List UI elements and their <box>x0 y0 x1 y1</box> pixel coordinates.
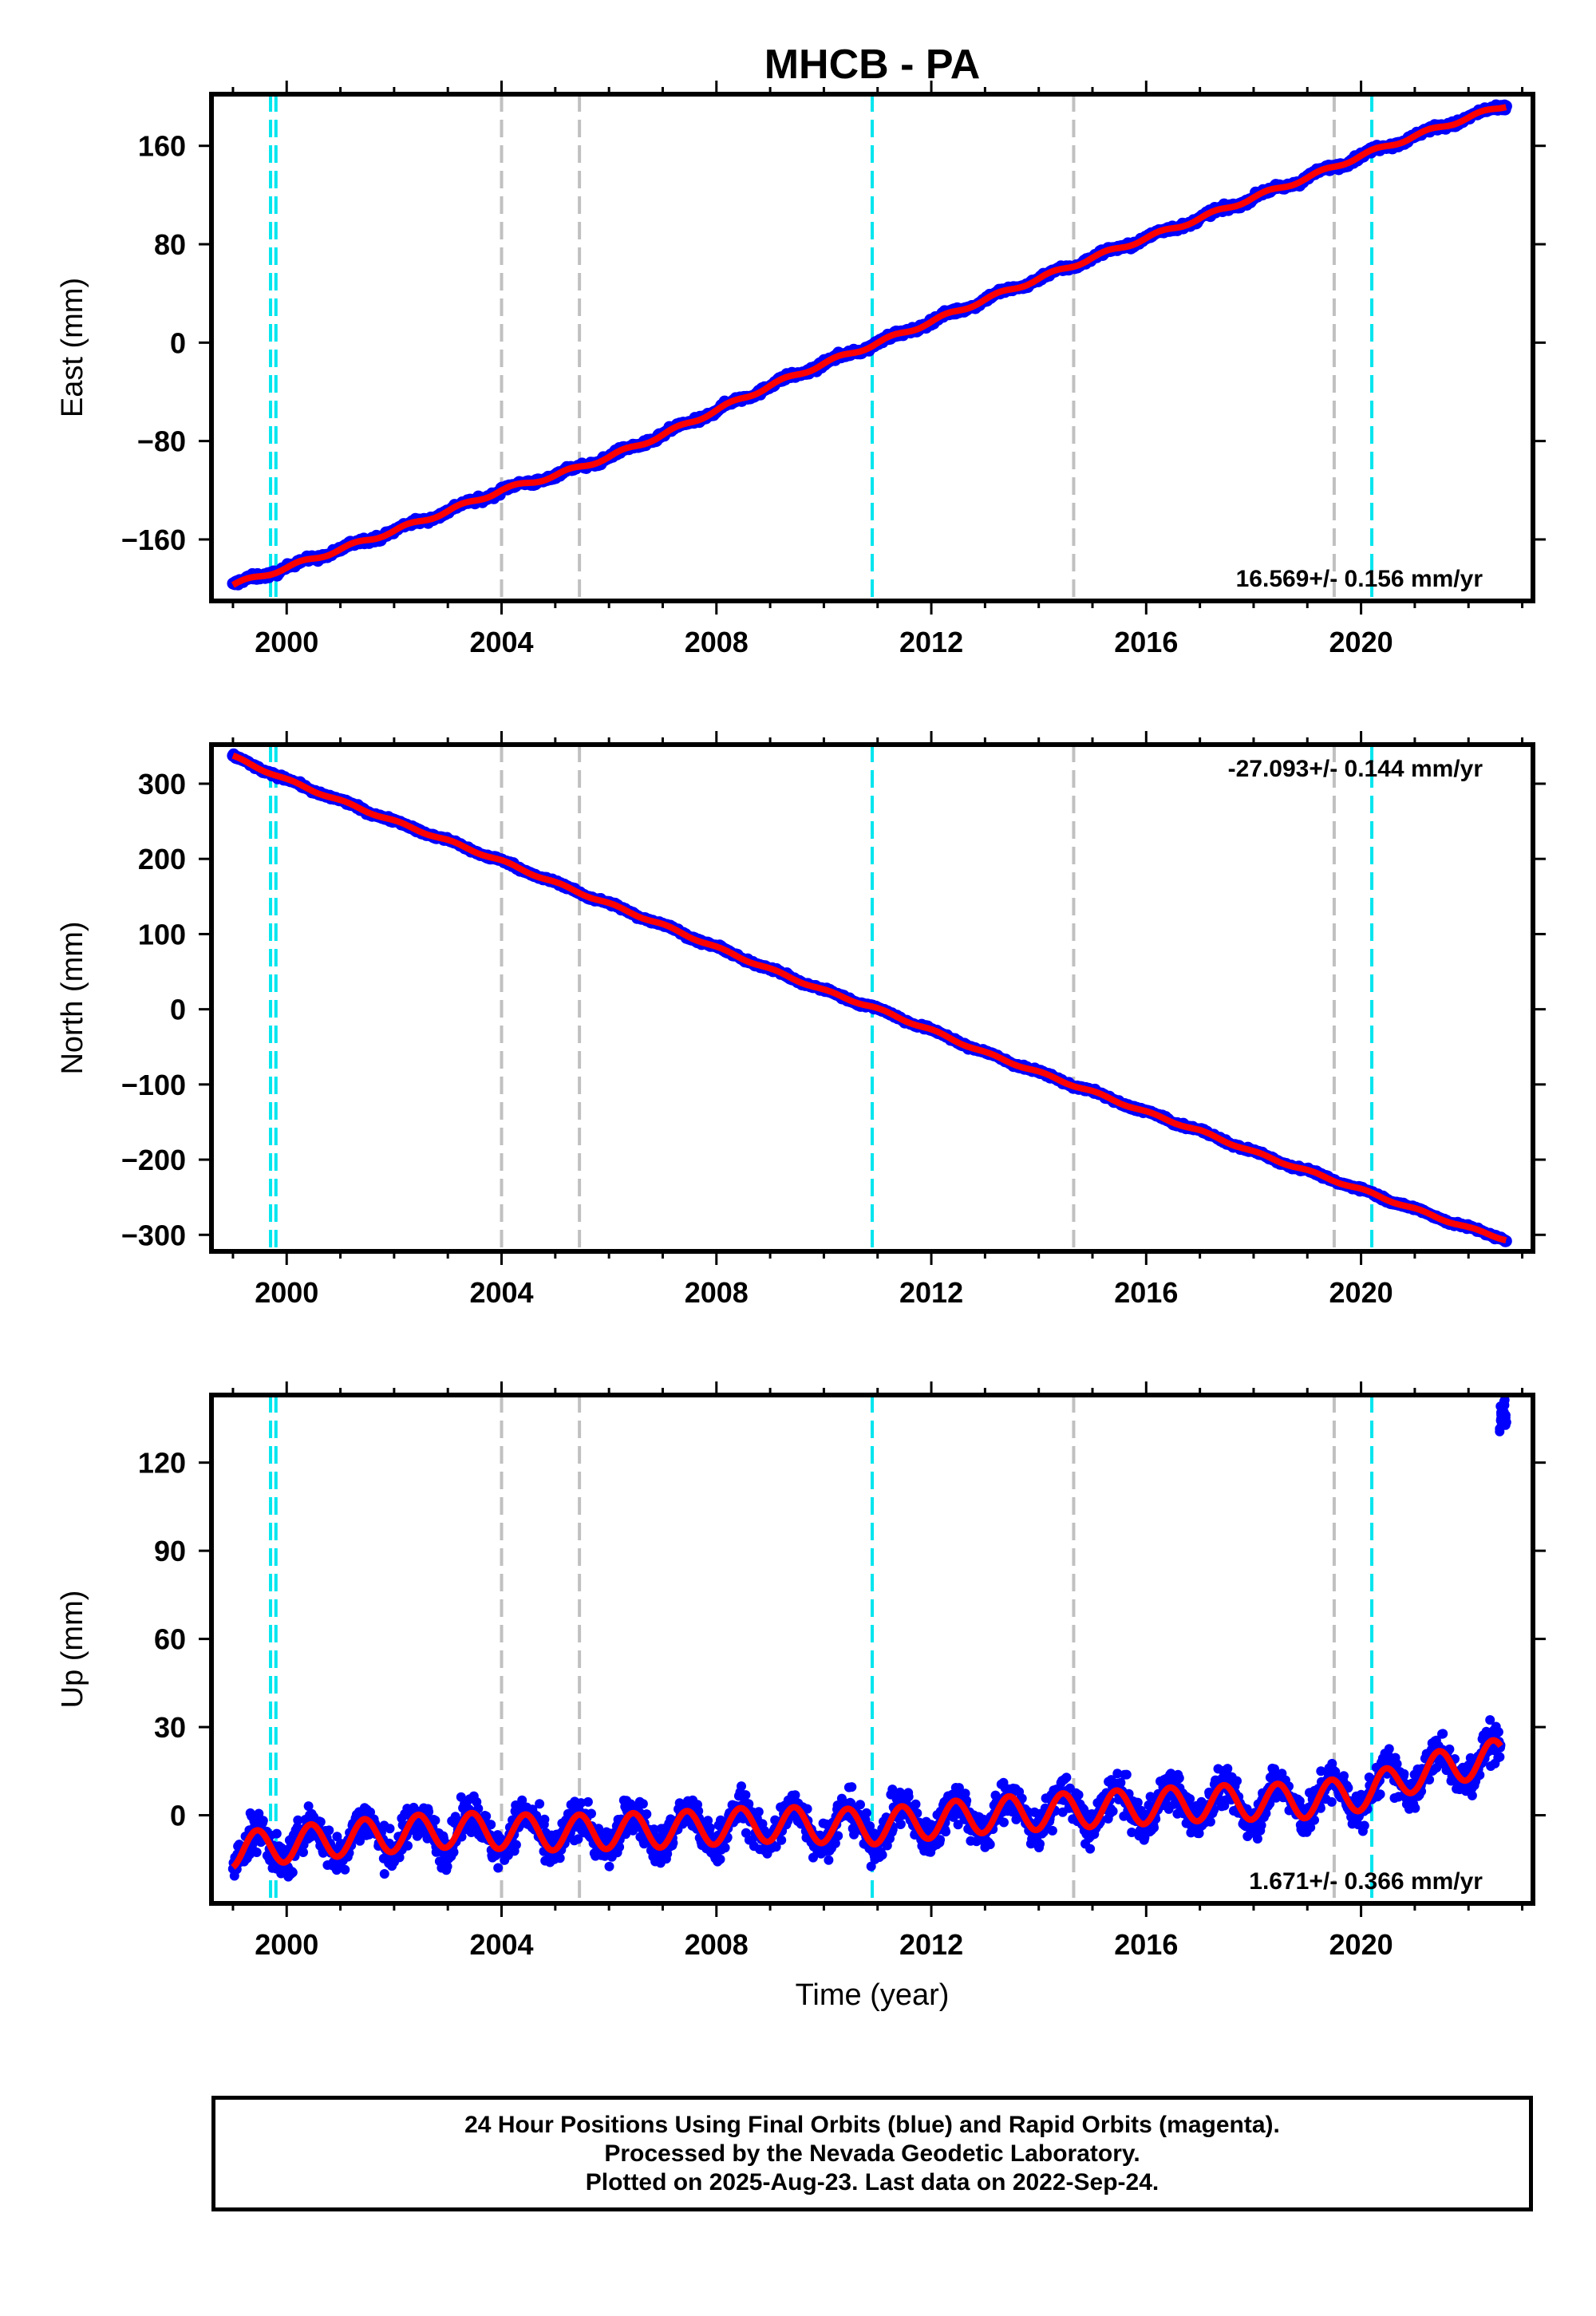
up-data-point <box>855 1800 865 1810</box>
east-y-tick-label: 0 <box>170 326 186 359</box>
up-data-point <box>1061 1773 1072 1783</box>
up-data-point <box>638 1799 648 1809</box>
east-model-line <box>231 104 1508 588</box>
up-data-point <box>258 1816 268 1826</box>
east-x-tick-label: 2012 <box>899 626 963 658</box>
up-data-point <box>1174 1773 1184 1783</box>
north-y-tick-label: −200 <box>121 1144 186 1176</box>
up-data-point <box>776 1835 787 1845</box>
up-data-point <box>271 1828 282 1839</box>
east-panel: 2000 2004 2008 2012 2016 2020 160 80 0 −80 −160 Eas… <box>56 81 1546 658</box>
north-y-tick-label: 100 <box>138 918 186 951</box>
chart-title: MHCB - PA <box>764 41 981 88</box>
up-data-point <box>985 1840 995 1850</box>
up-data-point <box>403 1840 413 1851</box>
up-observations <box>227 1395 1511 1882</box>
up-data-point <box>251 1848 262 1857</box>
north-y-tick-label: 200 <box>138 843 186 875</box>
up-data-point <box>895 1819 906 1829</box>
up-data-point <box>298 1848 308 1857</box>
up-data-point <box>861 1808 871 1818</box>
east-y-tick-label: 80 <box>154 228 186 261</box>
up-data-point <box>535 1799 545 1809</box>
up-data-point <box>847 1782 857 1792</box>
time-series-figure: MHCB - PA Time (year) 2000 2004 2008 2012 20… <box>56 41 1546 2012</box>
east-x-tick-label: 2008 <box>685 626 749 658</box>
up-data-point <box>1047 1825 1057 1836</box>
up-data-point <box>604 1861 614 1871</box>
north-y-tick-label: 300 <box>138 768 186 800</box>
up-data-point <box>287 1867 298 1878</box>
up-data-point <box>903 1792 914 1802</box>
up-data-point <box>824 1855 834 1865</box>
up-data-point <box>911 1799 921 1809</box>
up-data-point <box>1073 1790 1084 1800</box>
up-data-point <box>705 1823 715 1833</box>
north-frame <box>209 742 1535 1254</box>
up-data-point <box>385 1824 395 1834</box>
north-y-tick-label: −100 <box>121 1069 186 1101</box>
up-data-point <box>555 1853 565 1863</box>
east-plot-area <box>227 94 1512 601</box>
north-rate-label: -27.093+/- 0.144 mm/yr <box>1228 756 1483 782</box>
north-model-line <box>231 753 1508 1243</box>
up-data-point <box>303 1801 314 1812</box>
up-data-point <box>315 1816 326 1827</box>
up-data-point <box>355 1836 365 1846</box>
x-axis-label: Time (year) <box>796 1978 950 2012</box>
north-y-tick-label: 0 <box>170 994 186 1026</box>
up-data-point <box>539 1814 550 1824</box>
up-data-point <box>1149 1823 1159 1833</box>
up-data-point <box>493 1863 504 1873</box>
east-x-tick-label: 2020 <box>1329 626 1393 658</box>
up-data-point <box>715 1854 725 1864</box>
up-data-point <box>324 1825 334 1836</box>
up-data-point <box>1035 1839 1045 1849</box>
up-data-point <box>293 1815 303 1825</box>
north-x-tick-label: 2012 <box>899 1276 963 1309</box>
up-data-point <box>340 1864 350 1875</box>
east-y-tick-label: −80 <box>137 425 186 458</box>
north-y-axis-label: North (mm) <box>56 921 89 1074</box>
east-x-tick-label: 2000 <box>255 626 318 658</box>
east-y-tick-label: 160 <box>138 130 186 163</box>
east-rate-label: 16.569+/- 0.156 mm/yr <box>1236 566 1483 592</box>
up-data-point <box>737 1781 746 1792</box>
north-x-tick-label: 2000 <box>255 1276 318 1309</box>
up-data-point <box>1121 1769 1132 1780</box>
up-data-point <box>753 1807 764 1817</box>
north-x-tick-label: 2016 <box>1114 1276 1178 1309</box>
north-y-tick-label: −300 <box>121 1219 186 1251</box>
up-data-point <box>511 1840 521 1850</box>
up-data-point <box>394 1852 405 1863</box>
east-frame <box>209 92 1535 603</box>
north-panel: 2000 2004 2008 2012 2016 2020 300 200 100 0 −100 −2… <box>56 731 1546 1309</box>
east-x-tick-label: 2004 <box>469 626 533 658</box>
up-data-point <box>583 1796 593 1807</box>
up-data-point <box>1085 1844 1096 1854</box>
east-x-tick-label: 2016 <box>1114 626 1178 658</box>
up-data-point <box>1108 1806 1118 1816</box>
up-data-point <box>877 1850 887 1860</box>
up-data-point <box>741 1790 751 1800</box>
up-data-point <box>999 1817 1009 1828</box>
up-data-point <box>379 1869 389 1879</box>
up-plot-area <box>227 1395 1511 1903</box>
up-data-point <box>254 1808 264 1819</box>
east-y-axis-label: East (mm) <box>56 278 89 417</box>
north-x-tick-label: 2020 <box>1329 1276 1393 1309</box>
up-data-point <box>941 1827 951 1837</box>
north-plot-area <box>227 745 1512 1251</box>
up-data-point <box>720 1843 730 1853</box>
up-data-point <box>486 1820 496 1830</box>
east-y-tick-label: −160 <box>121 524 186 556</box>
north-x-tick-label: 2004 <box>469 1276 533 1309</box>
north-x-tick-label: 2008 <box>685 1276 749 1309</box>
up-data-point <box>430 1816 440 1825</box>
